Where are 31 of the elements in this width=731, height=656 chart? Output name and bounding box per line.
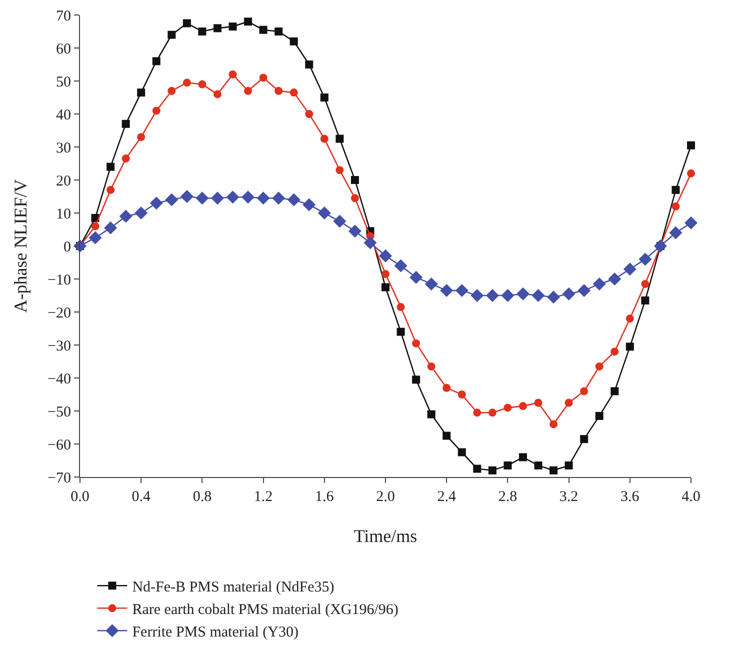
y-tick-label: 30 xyxy=(56,140,71,156)
x-tick-label: 4.0 xyxy=(682,489,700,505)
y-tick-label: 10 xyxy=(56,206,71,222)
y-tick-label: −10 xyxy=(48,272,71,288)
x-tick-label: 0.4 xyxy=(132,489,151,505)
x-tick-label: 2.0 xyxy=(376,489,395,505)
x-tick-label: 1.2 xyxy=(254,489,273,505)
x-tick-label: 2.4 xyxy=(437,489,456,505)
y-axis-title: A-phase NLIEF/V xyxy=(10,179,31,313)
x-tick-label: 3.6 xyxy=(620,489,640,505)
y-tick-label: −30 xyxy=(48,338,71,354)
legend-label: Rare earth cobalt PMS material (XG196/96) xyxy=(132,602,398,618)
y-tick-label: 40 xyxy=(56,107,71,124)
legend-label: Nd-Fe-B PMS material (NdFe35) xyxy=(132,580,334,596)
y-tick-label: 20 xyxy=(56,173,71,190)
y-tick-label: −50 xyxy=(48,404,71,420)
y-tick-label: −40 xyxy=(48,371,71,388)
x-axis-title: Time/ms xyxy=(354,526,418,546)
legend-label: Ferrite PMS material (Y30) xyxy=(132,624,298,640)
y-tick-label: 70 xyxy=(56,8,71,24)
y-tick-label: 0 xyxy=(64,239,71,256)
y-tick-label: −20 xyxy=(48,305,71,322)
x-tick-label: 0.0 xyxy=(70,489,90,505)
x-tick-label: 2.8 xyxy=(498,489,518,505)
y-tick-label: 50 xyxy=(56,74,71,90)
y-tick-label: −60 xyxy=(48,437,71,454)
y-tick-label: 60 xyxy=(56,41,71,58)
x-tick-label: 3.2 xyxy=(559,489,578,505)
y-tick-label: −70 xyxy=(48,470,71,486)
x-tick-label: 1.6 xyxy=(315,489,334,505)
x-tick-label: 0.8 xyxy=(192,489,212,505)
